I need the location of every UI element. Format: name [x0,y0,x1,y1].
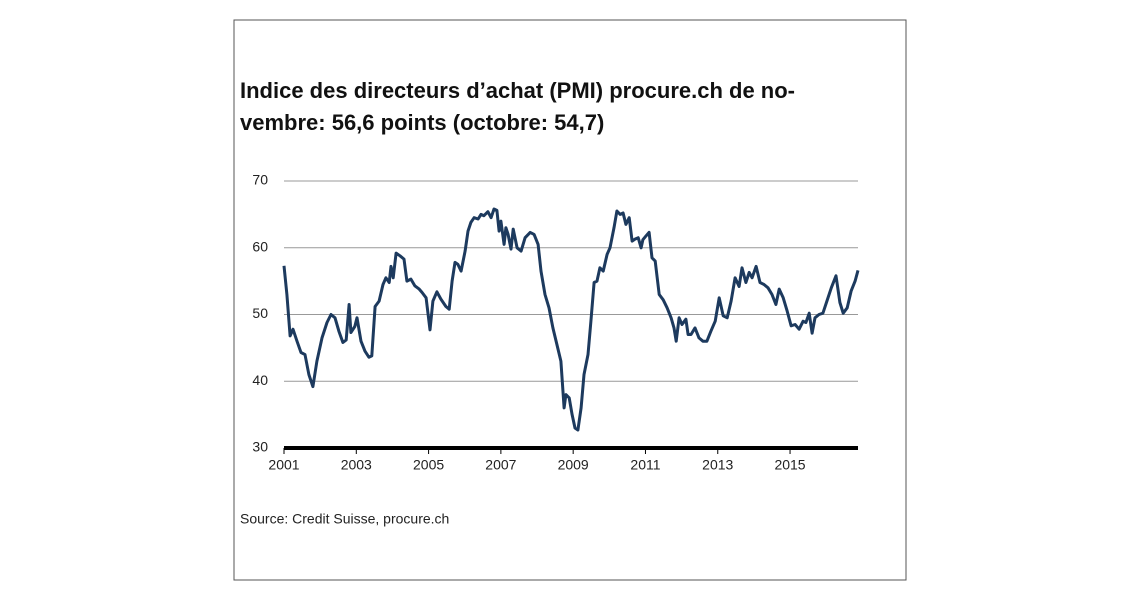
x-tick-label: 2007 [485,457,516,473]
source-note: Source: Credit Suisse, procure.ch [240,511,449,527]
x-tick-label: 2015 [774,457,805,473]
y-tick-label: 40 [252,372,268,388]
frame [233,19,907,581]
y-tick-label: 30 [252,439,268,455]
data-line [282,207,860,432]
x-tick-label: 2005 [413,457,444,473]
chart-title: vembre: 56,6 points (octobre: 54,7) [240,110,604,135]
x-tick-label: 2013 [702,457,733,473]
y-tick-label: 50 [252,305,268,321]
y-tick-label: 60 [252,238,268,254]
x-tick-label: 2009 [558,457,589,473]
x-tick-label: 2001 [268,457,299,473]
x-tick-label: 2003 [341,457,372,473]
chart-title: Indice des directeurs d’achat (PMI) proc… [240,78,795,103]
y-tick-label: 70 [252,172,268,188]
x-tick-label: 2011 [630,457,660,473]
